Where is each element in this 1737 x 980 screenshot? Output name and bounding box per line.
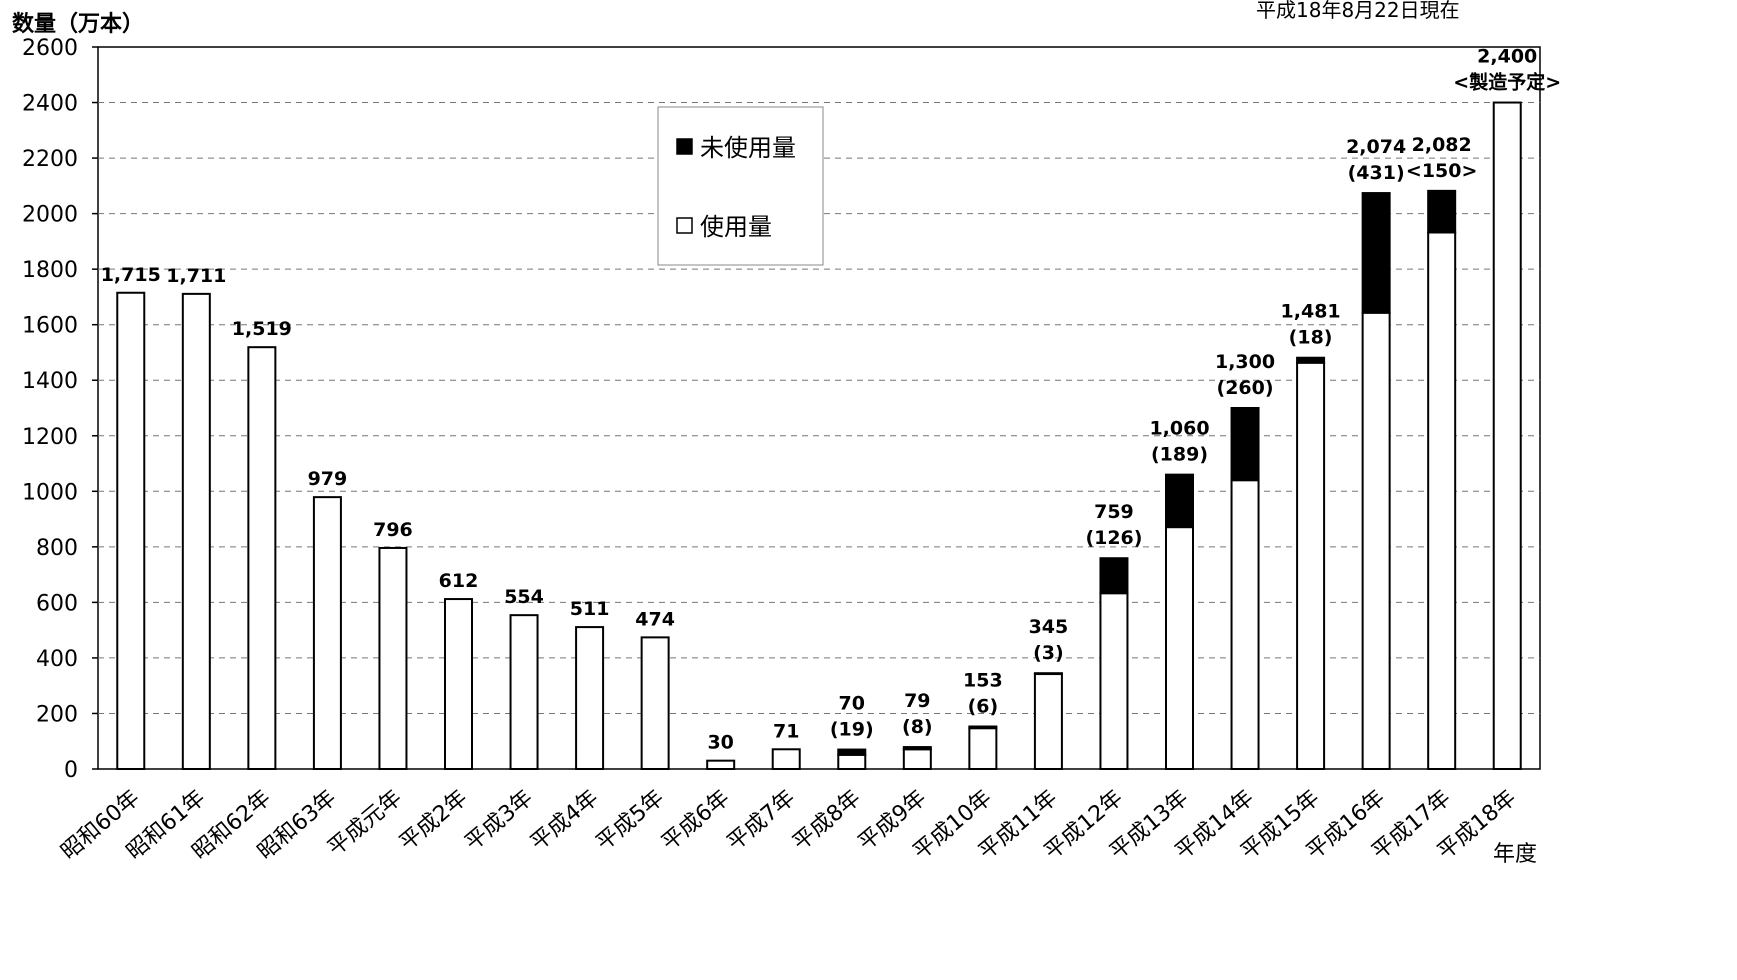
x-tick-label: 平成6年 — [657, 785, 734, 856]
bar-unused-segment — [968, 725, 998, 730]
data-label-total: 70 — [839, 693, 865, 715]
data-label-total: 554 — [504, 586, 544, 608]
data-label-total: 474 — [635, 608, 675, 630]
data-label-note: <製造予定> — [1453, 71, 1561, 94]
data-label-total: 2,074 — [1346, 136, 1406, 158]
y-tick-label: 2400 — [22, 92, 78, 117]
bar-used-segment — [1099, 592, 1129, 770]
data-label-note: (18) — [1289, 327, 1333, 349]
date-note: 平成18年8月22日現在 — [1256, 0, 1460, 22]
data-label-note: (431) — [1348, 162, 1405, 184]
y-tick-label: 2000 — [22, 203, 78, 228]
bar-unused-segment — [1296, 356, 1326, 364]
y-tick-label: 1200 — [22, 425, 78, 450]
data-label-total: 79 — [904, 690, 930, 712]
legend-swatch-unused — [676, 138, 693, 155]
bar-unused-segment — [1361, 192, 1391, 314]
legend-label-unused: 未使用量 — [700, 134, 796, 162]
bar-used-segment — [902, 748, 932, 771]
data-label-total: 511 — [570, 598, 610, 620]
y-tick-label: 1600 — [22, 314, 78, 339]
data-label-total: 1,481 — [1281, 301, 1341, 323]
bar-used-segment — [1492, 101, 1522, 771]
data-label-total: 153 — [963, 670, 1003, 692]
bar-unused-segment — [902, 746, 932, 751]
data-label-total: 1,711 — [166, 265, 226, 287]
bar-used-segment — [509, 614, 539, 770]
y-tick-label: 1400 — [22, 369, 78, 394]
bar-used-segment — [771, 748, 801, 771]
data-label-total: 2,400 — [1477, 46, 1537, 68]
bar-used-segment — [1033, 673, 1063, 771]
plot-frame — [97, 46, 1541, 770]
bar-used-segment — [444, 598, 473, 770]
legend-swatch-used — [676, 217, 693, 234]
bar-used-segment — [1230, 479, 1260, 770]
data-label-total: 1,060 — [1149, 418, 1209, 440]
data-label-total: 30 — [707, 732, 733, 754]
x-tick-label: 平成5年 — [592, 785, 669, 856]
data-label-total: 71 — [773, 720, 799, 742]
y-tick-label: 400 — [36, 647, 78, 672]
data-label-note: (6) — [968, 696, 999, 718]
y-tick-label: 2600 — [22, 36, 78, 61]
x-tick-label: 平成元年 — [323, 785, 406, 861]
data-label-total: 1,519 — [232, 318, 292, 340]
y-tick-label: 800 — [36, 536, 78, 561]
bar-unused-segment — [1099, 557, 1129, 595]
data-label-note: (126) — [1085, 527, 1142, 549]
bar-used-segment — [968, 727, 998, 771]
bar-used-segment — [706, 759, 736, 771]
y-tick-label: 600 — [36, 591, 78, 616]
y-tick-label: 2200 — [22, 147, 78, 172]
bar-used-segment — [247, 346, 277, 770]
y-tick-label: 200 — [36, 702, 78, 727]
data-label-total: 1,300 — [1215, 351, 1275, 373]
bar-used-segment — [575, 626, 605, 771]
bar-unused-segment — [837, 748, 867, 756]
x-tick-label: 平成2年 — [395, 785, 472, 856]
data-label-total: 345 — [1029, 616, 1069, 638]
y-tick-label: 1000 — [22, 480, 78, 505]
bar-used-segment — [837, 753, 867, 771]
bar-used-segment — [116, 291, 146, 770]
x-axis-title: 年度 — [1493, 842, 1538, 867]
bar-unused-segment — [1165, 473, 1194, 529]
bar-used-segment — [378, 546, 408, 770]
bar-used-segment — [640, 636, 670, 770]
data-label-total: 796 — [373, 519, 413, 541]
bar-used-segment — [1165, 526, 1194, 770]
data-label-note: (19) — [830, 719, 874, 741]
bar-unused-segment — [1033, 672, 1063, 676]
bar-unused-segment — [1427, 189, 1457, 234]
bar-unused-segment — [1230, 407, 1260, 482]
legend-box — [657, 106, 824, 266]
data-label-note: (3) — [1033, 642, 1064, 664]
data-label-total: 2,082 — [1412, 134, 1472, 156]
x-tick-label: 平成8年 — [788, 785, 865, 856]
x-tick-label: 平成7年 — [723, 785, 800, 856]
bar-used-segment — [1296, 361, 1326, 770]
y-axis-title: 数量（万本） — [12, 12, 145, 37]
x-tick-label: 平成3年 — [461, 785, 538, 856]
data-label-total: 612 — [439, 570, 479, 592]
bar-used-segment — [1427, 231, 1457, 770]
data-label-total: 759 — [1094, 501, 1134, 523]
data-label-note: (189) — [1151, 444, 1208, 466]
y-tick-label: 1800 — [22, 258, 78, 283]
x-tick-label: 平成4年 — [526, 785, 603, 856]
bar-used-segment — [312, 496, 342, 770]
data-label-note: (8) — [902, 716, 933, 738]
bar-used-segment — [1361, 311, 1391, 770]
data-label-total: 1,715 — [101, 264, 161, 286]
data-label-note: (260) — [1217, 377, 1274, 399]
data-label-total: 979 — [308, 468, 348, 490]
y-tick-label: 0 — [64, 758, 78, 783]
legend-label-used: 使用量 — [700, 213, 772, 241]
bar-used-segment — [181, 292, 211, 770]
data-label-note: <150> — [1406, 160, 1478, 182]
